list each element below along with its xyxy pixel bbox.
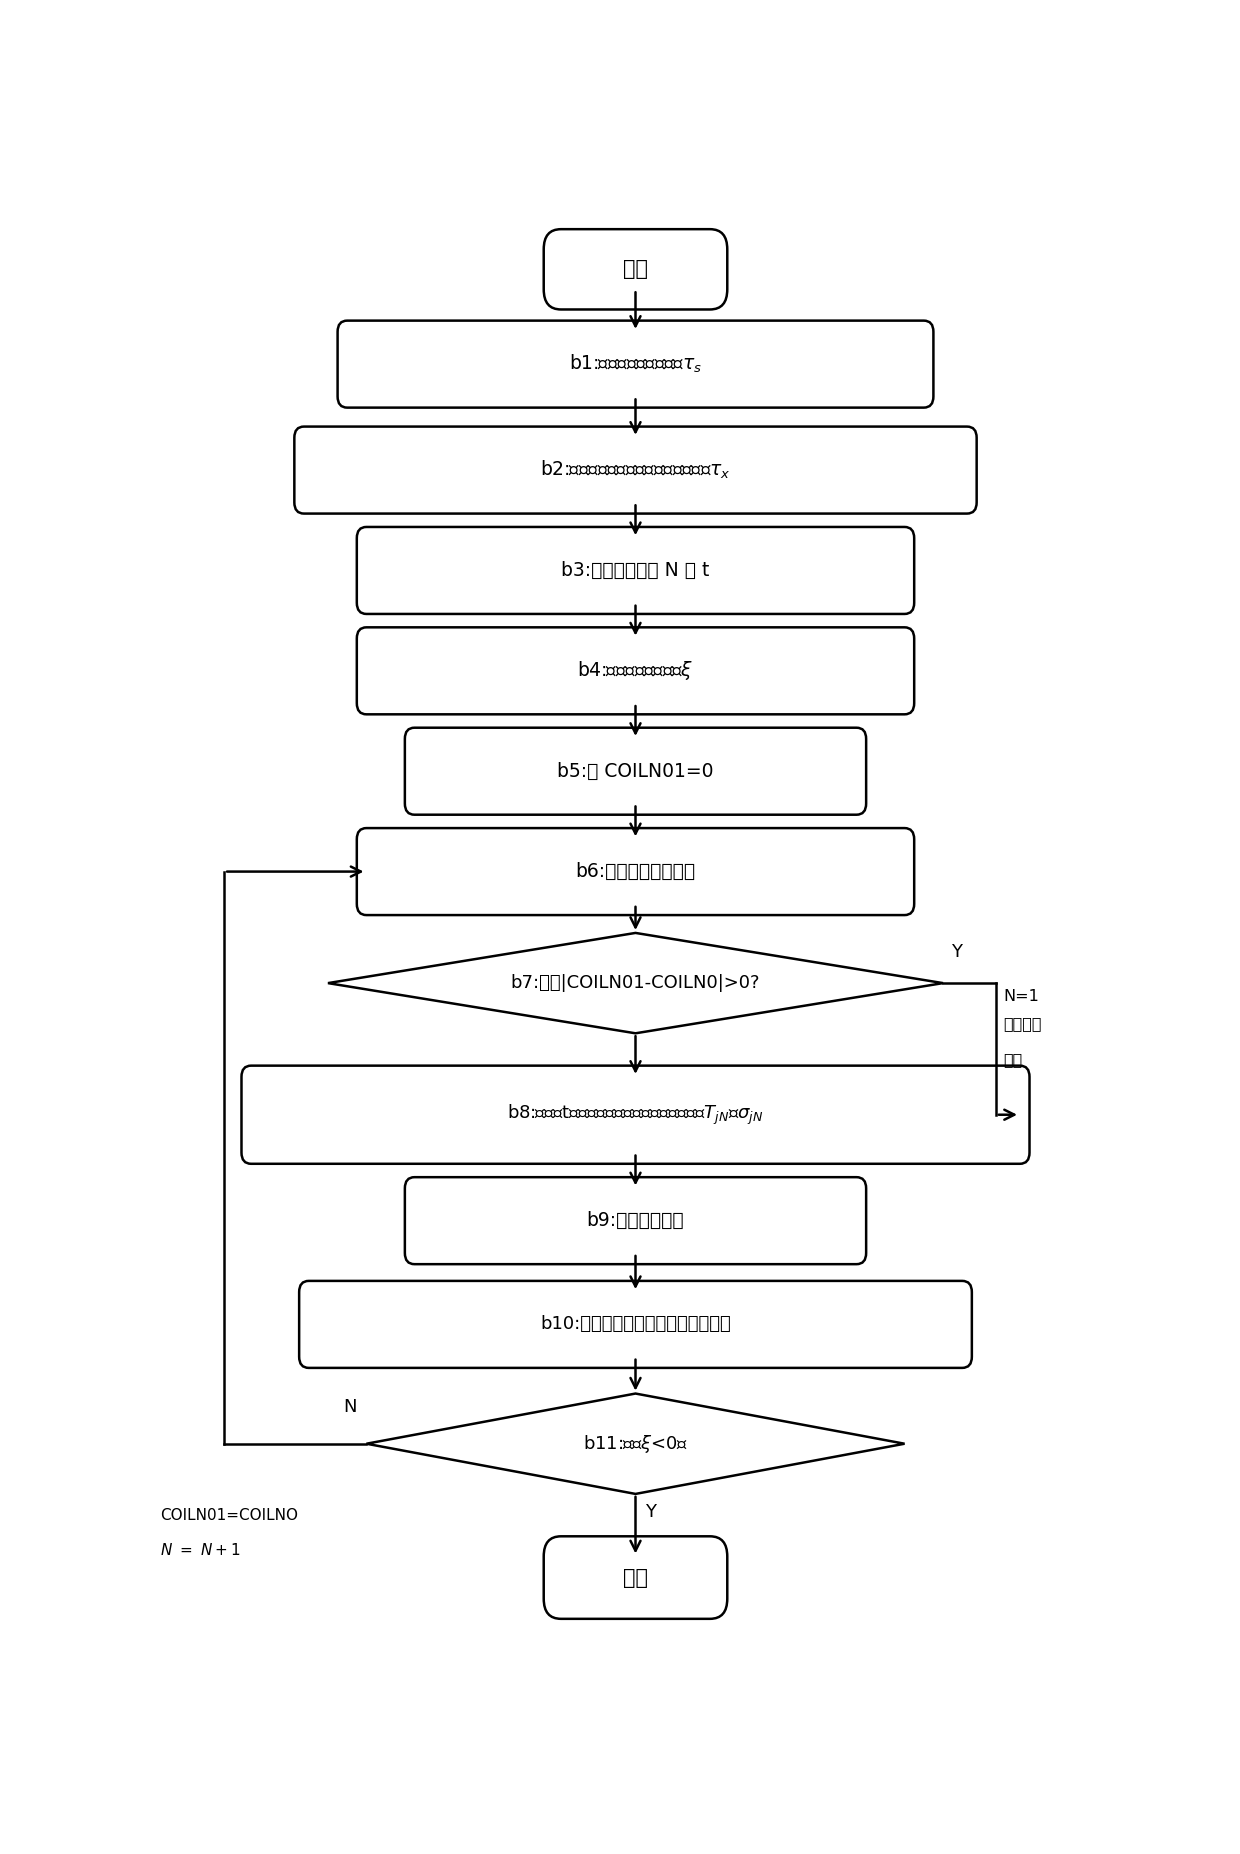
FancyBboxPatch shape: [404, 1177, 866, 1264]
Text: b7:判断|COILN01-COILN0|>0?: b7:判断|COILN01-COILN0|>0?: [511, 973, 760, 992]
Text: 结束: 结束: [622, 1568, 649, 1587]
Polygon shape: [367, 1394, 905, 1494]
FancyBboxPatch shape: [543, 1537, 728, 1619]
Text: b8:收集在t时刻连退机组各工艺段的工艺参数$T_{jN}$、$\sigma_{jN}$: b8:收集在t时刻连退机组各工艺段的工艺参数$T_{jN}$、$\sigma_{…: [507, 1103, 764, 1127]
Text: b1:收集并确定采样周期$\tau_s$: b1:收集并确定采样周期$\tau_s$: [569, 352, 702, 375]
Text: b3:定义过程参数 N 和 t: b3:定义过程参数 N 和 t: [562, 562, 709, 580]
Text: 创建数据: 创建数据: [1003, 1016, 1042, 1031]
FancyBboxPatch shape: [357, 627, 914, 714]
Text: COILN01=COILNO: COILN01=COILNO: [160, 1509, 298, 1524]
Polygon shape: [327, 933, 944, 1033]
Text: b9:计算出口板形: b9:计算出口板形: [587, 1211, 684, 1231]
Text: b2:确定板形仿系统真动态显示的周期$\tau_x$: b2:确定板形仿系统真动态显示的周期$\tau_x$: [541, 460, 730, 482]
Text: b4:定义退火状态参数$\xi$: b4:定义退火状态参数$\xi$: [578, 660, 693, 682]
Text: 文件: 文件: [1003, 1053, 1023, 1068]
Text: b10:动态显示板形，并记录相应数据: b10:动态显示板形，并记录相应数据: [541, 1314, 730, 1333]
FancyBboxPatch shape: [543, 230, 728, 310]
FancyBboxPatch shape: [242, 1066, 1029, 1164]
FancyBboxPatch shape: [337, 321, 934, 408]
FancyBboxPatch shape: [404, 729, 866, 814]
Text: Y: Y: [951, 944, 962, 960]
Text: N: N: [343, 1398, 357, 1416]
Text: $N\ =\ N+1$: $N\ =\ N+1$: [160, 1543, 241, 1557]
Text: 开始: 开始: [622, 260, 649, 280]
FancyBboxPatch shape: [357, 527, 914, 614]
Text: b11:判断$\xi$<0？: b11:判断$\xi$<0？: [583, 1433, 688, 1455]
Text: N=1: N=1: [1003, 988, 1039, 1003]
FancyBboxPatch shape: [299, 1281, 972, 1368]
FancyBboxPatch shape: [294, 426, 977, 514]
Text: b5:令 COILN01=0: b5:令 COILN01=0: [557, 762, 714, 781]
Text: Y: Y: [645, 1504, 656, 1520]
Text: b6:收集当前钢卷信息: b6:收集当前钢卷信息: [575, 862, 696, 881]
FancyBboxPatch shape: [357, 829, 914, 916]
